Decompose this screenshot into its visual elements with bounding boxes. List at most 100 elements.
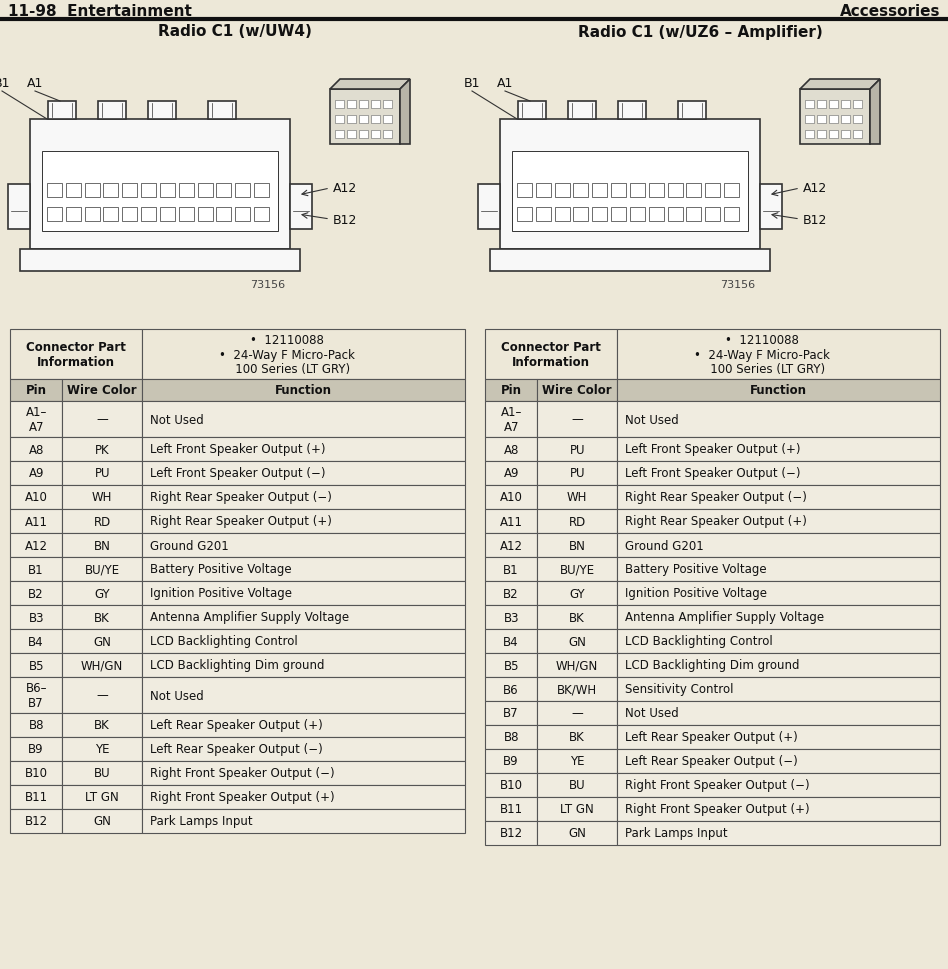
Bar	[538, 534, 617, 557]
Text: Not Used: Not Used	[150, 689, 204, 702]
Text: BK: BK	[94, 610, 110, 624]
Text: B11: B11	[25, 791, 47, 803]
Bar	[63, 438, 142, 461]
Bar	[517, 207, 532, 222]
Bar	[10, 629, 63, 653]
Text: B2: B2	[503, 587, 519, 600]
Bar	[10, 785, 63, 809]
Bar	[10, 510, 63, 534]
Text: Right Rear Speaker Output (−): Right Rear Speaker Output (−)	[150, 491, 332, 504]
Bar	[686, 207, 702, 222]
Bar	[142, 510, 465, 534]
Bar	[235, 184, 250, 198]
Bar	[142, 438, 465, 461]
Text: PU: PU	[570, 443, 585, 456]
Bar	[617, 773, 940, 797]
Bar	[216, 207, 231, 222]
Text: Right Rear Speaker Output (+): Right Rear Speaker Output (+)	[625, 515, 807, 528]
Text: LT GN: LT GN	[85, 791, 119, 803]
Text: GN: GN	[568, 635, 586, 648]
Bar	[142, 534, 465, 557]
Bar	[142, 629, 465, 653]
Bar	[148, 102, 176, 120]
Text: GN: GN	[93, 815, 111, 828]
Text: Left Front Speaker Output (+): Left Front Speaker Output (+)	[625, 443, 800, 456]
Bar	[142, 785, 465, 809]
Bar	[617, 749, 940, 773]
Text: Left Front Speaker Output (−): Left Front Speaker Output (−)	[150, 467, 325, 480]
Text: Ground G201: Ground G201	[150, 539, 228, 552]
Text: A8: A8	[28, 443, 44, 456]
Text: WH: WH	[92, 491, 112, 504]
Text: YE: YE	[570, 755, 584, 767]
Bar	[485, 821, 538, 845]
Bar	[235, 207, 250, 222]
Text: B9: B9	[28, 742, 44, 756]
Bar	[617, 534, 940, 557]
Bar	[592, 184, 608, 198]
Text: Left Rear Speaker Output (−): Left Rear Speaker Output (−)	[625, 755, 797, 767]
Bar	[853, 131, 862, 139]
Bar	[841, 131, 850, 139]
Bar	[254, 184, 269, 198]
Bar	[538, 797, 617, 821]
Bar	[617, 557, 940, 581]
Bar	[142, 380, 465, 401]
Bar	[63, 713, 142, 737]
Text: Left Rear Speaker Output (+): Left Rear Speaker Output (+)	[150, 719, 322, 732]
Bar	[805, 101, 814, 109]
Bar	[371, 131, 380, 139]
Bar	[10, 809, 63, 833]
Bar	[63, 809, 142, 833]
Bar	[142, 653, 465, 677]
Text: Right Front Speaker Output (−): Right Front Speaker Output (−)	[150, 766, 335, 780]
Text: BK: BK	[569, 610, 585, 624]
Text: A12: A12	[500, 539, 522, 552]
Text: 73156: 73156	[720, 280, 755, 290]
Text: A10: A10	[25, 491, 47, 504]
Bar	[485, 606, 538, 629]
Text: Battery Positive Voltage: Battery Positive Voltage	[150, 563, 292, 576]
Text: B12: B12	[333, 213, 357, 227]
Bar	[160, 207, 175, 222]
Bar	[817, 101, 826, 109]
Text: WH/GN: WH/GN	[81, 659, 123, 672]
Bar	[359, 116, 368, 124]
Bar	[611, 184, 627, 198]
Bar	[103, 207, 118, 222]
Bar	[630, 184, 645, 198]
Bar	[538, 438, 617, 461]
Text: Ground G201: Ground G201	[625, 539, 703, 552]
Text: —: —	[97, 689, 108, 702]
Text: Right Front Speaker Output (−): Right Front Speaker Output (−)	[625, 779, 810, 792]
Bar	[705, 207, 720, 222]
Bar	[536, 184, 551, 198]
Bar	[724, 207, 739, 222]
Bar	[63, 737, 142, 762]
Text: YE: YE	[95, 742, 109, 756]
Bar	[141, 207, 156, 222]
Bar	[198, 184, 212, 198]
Text: BN: BN	[94, 539, 111, 552]
Bar	[371, 101, 380, 109]
Bar	[817, 116, 826, 124]
Bar	[122, 184, 137, 198]
Text: —: —	[97, 413, 108, 426]
Bar	[179, 184, 193, 198]
Text: Radio C1 (w/UZ6 – Amplifier): Radio C1 (w/UZ6 – Amplifier)	[577, 24, 822, 40]
Bar	[142, 581, 465, 606]
Text: PU: PU	[570, 467, 585, 480]
Text: Park Lamps Input: Park Lamps Input	[625, 827, 727, 839]
Bar	[538, 581, 617, 606]
Bar	[485, 438, 538, 461]
Bar	[648, 184, 664, 198]
Bar	[179, 207, 193, 222]
Bar	[538, 702, 617, 725]
Bar	[617, 606, 940, 629]
Bar	[10, 329, 142, 380]
Bar	[63, 485, 142, 510]
Text: Wire Color: Wire Color	[67, 384, 137, 397]
Bar	[618, 102, 646, 120]
Text: Pin: Pin	[26, 384, 46, 397]
Bar	[648, 207, 664, 222]
